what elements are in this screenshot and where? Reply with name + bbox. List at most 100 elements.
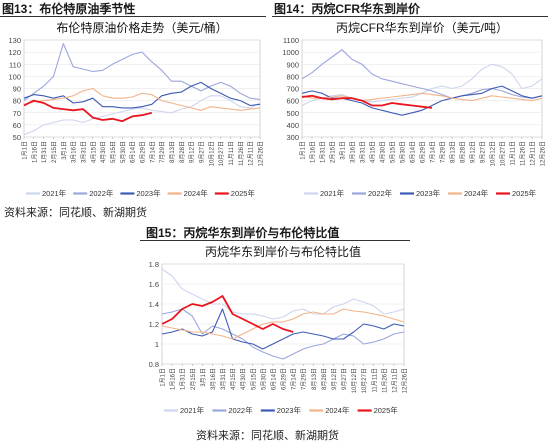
x-tick-label: 3月31日: [360, 141, 367, 163]
x-tick-label: 9月27日: [480, 141, 487, 163]
series-line: [161, 308, 405, 340]
y-tick-label: 60: [13, 121, 21, 130]
x-tick-label: 3月16日: [350, 141, 357, 163]
x-tick-label: 12月11日: [391, 368, 398, 393]
x-tick-label: 8月13日: [169, 141, 176, 163]
series-line: [161, 268, 405, 320]
x-tick-label: 9月12日: [470, 141, 477, 163]
x-tick-label: 12月11日: [530, 141, 537, 166]
chart-title: 丙烷华东到岸价与布伦特比值: [205, 244, 361, 259]
x-tick-label: 3月1日: [340, 141, 347, 160]
legend-label: 2022年: [368, 188, 393, 198]
x-tick-label: 2月15日: [51, 141, 58, 163]
x-tick-label: 4月15日: [370, 141, 377, 163]
legend-label: 2022年: [89, 188, 114, 198]
x-tick-label: 8月28日: [179, 141, 186, 163]
x-tick-label: 1月31日: [180, 368, 187, 390]
y-tick-label: 1.6: [149, 280, 159, 289]
x-tick-label: 6月29日: [420, 141, 427, 163]
x-tick-label: 1月31日: [41, 141, 48, 163]
legend-label: 2024年: [184, 188, 209, 198]
series-line: [23, 99, 153, 123]
x-tick-label: 1月16日: [170, 368, 177, 390]
legend-label: 2021年: [320, 188, 345, 198]
y-tick-label: 70: [13, 109, 21, 118]
y-tick-label: 130: [8, 36, 21, 45]
x-tick-label: 10月12日: [351, 368, 358, 393]
plot-frame: [161, 263, 405, 365]
y-tick-label: 80: [13, 97, 21, 106]
x-tick-label: 2月15日: [190, 368, 197, 390]
chart-title: 布伦特原油价格走势（美元/桶）: [56, 20, 227, 35]
x-tick-label: 11月26日: [520, 141, 527, 166]
x-tick-label: 3月16日: [210, 368, 217, 390]
y-tick-label: 0.8: [149, 360, 159, 369]
y-tick-label: 1.4: [149, 300, 159, 309]
y-tick-label: 400: [286, 121, 299, 130]
x-tick-label: 10月27日: [218, 141, 225, 166]
x-tick-label: 7月29日: [301, 368, 308, 390]
y-tick-label: 1000: [282, 48, 299, 57]
x-tick-label: 6月29日: [140, 141, 147, 163]
x-tick-label: 11月26日: [238, 141, 245, 166]
x-tick-label: 8月13日: [450, 141, 457, 163]
legend-label: 2025年: [512, 188, 537, 198]
figure-caption: 图13：布伦特原油季节性: [2, 2, 136, 16]
x-tick-label: 5月15日: [390, 141, 397, 163]
x-tick-label: 4月30日: [380, 141, 387, 163]
series-line: [23, 95, 261, 136]
figure-caption: 图15：丙烷华东到岸价与布伦特比值: [146, 226, 340, 240]
source-note: 资料来源：同花顺、新湖期货: [196, 430, 339, 442]
x-tick-label: 1月1日: [300, 141, 307, 160]
y-tick-label: 800: [286, 72, 299, 81]
y-tick-label: 100: [8, 72, 21, 81]
x-tick-label: 4月15日: [90, 141, 97, 163]
series-line: [23, 87, 261, 111]
x-tick-label: 10月12日: [208, 141, 215, 166]
x-tick-label: 1月16日: [31, 141, 38, 163]
x-tick-label: 3月16日: [71, 141, 78, 163]
x-tick-label: 7月14日: [149, 141, 156, 163]
legend-label: 2021年: [42, 188, 67, 198]
y-tick-label: 500: [286, 109, 299, 118]
y-tick-label: 1100: [283, 36, 299, 45]
x-tick-label: 7月14日: [291, 368, 298, 390]
chart-svg: 丙烷CFR华东到岸价（美元/吨） 300 400 500 600 700 800 900 100…: [282, 21, 546, 198]
x-tick-label: 5月30日: [400, 141, 407, 163]
x-tick-label: 1月16日: [310, 141, 317, 163]
legend-label: 2025年: [374, 405, 399, 415]
x-tick-label: 2月15日: [330, 141, 337, 163]
y-tick-label: 120: [8, 48, 21, 57]
chart-panel: 丙烷CFR华东到岸价（美元/吨） 300 400 500 600 700 800 900 100…: [272, 18, 548, 203]
x-tick-label: 3月31日: [81, 141, 88, 163]
source-note: 资料来源：同花顺、新湖期货: [4, 207, 147, 219]
chart-svg: 布伦特原油价格走势（美元/桶） 50 60 70 80 90 100 110 120 130 1月1…: [8, 20, 265, 198]
caption-rule: [0, 16, 266, 17]
x-tick-label: 3月31日: [220, 368, 227, 390]
y-tick-label: 110: [9, 60, 21, 69]
x-tick-label: 5月15日: [110, 141, 117, 163]
legend-label: 2023年: [416, 188, 441, 198]
x-tick-label: 12月26日: [402, 368, 409, 393]
y-tick-label: 1.2: [149, 320, 159, 329]
caption-rule: [140, 240, 410, 241]
x-tick-label: 1月31日: [320, 141, 327, 163]
y-tick-label: 600: [286, 97, 299, 106]
x-tick-label: 9月27日: [341, 368, 348, 390]
x-tick-label: 4月15日: [230, 368, 237, 390]
chart-panel: 布伦特原油价格走势（美元/桶） 50 60 70 80 90 100 110 120 130 1月1…: [0, 18, 266, 203]
x-tick-label: 12月26日: [258, 141, 265, 166]
y-tick-label: 700: [286, 85, 299, 94]
x-tick-label: 11月11日: [371, 368, 378, 392]
x-tick-label: 5月15日: [250, 368, 257, 390]
legend-label: 2024年: [325, 405, 350, 415]
x-tick-label: 7月14日: [430, 141, 437, 163]
x-tick-label: 7月29日: [159, 141, 166, 163]
x-tick-label: 9月12日: [189, 141, 196, 163]
y-tick-label: 1: [155, 340, 159, 349]
series-line: [301, 94, 433, 109]
figure-caption: 图14：丙烷CFR华东到岸价: [274, 2, 421, 16]
x-tick-label: 4月30日: [100, 141, 107, 163]
x-tick-label: 6月14日: [130, 141, 137, 163]
y-tick-label: 1.8: [149, 260, 159, 269]
